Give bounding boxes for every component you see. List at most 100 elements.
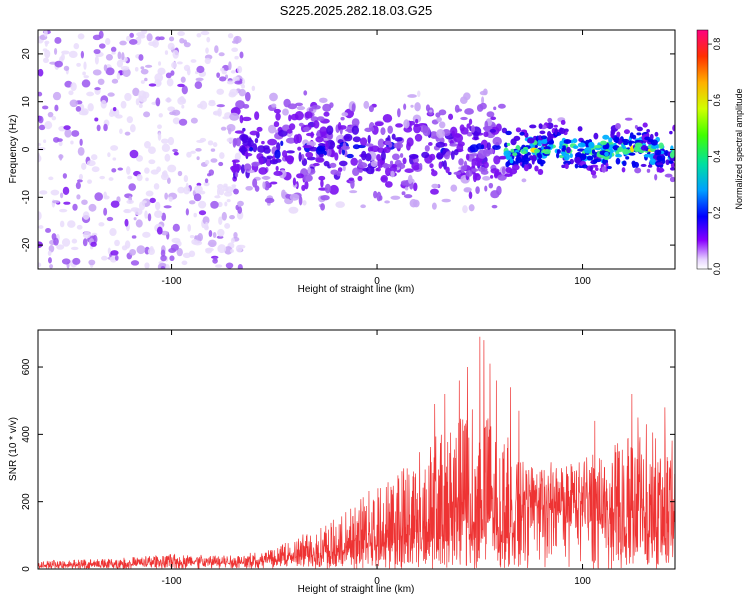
spectrogram-cell: [409, 198, 418, 208]
spectrogram-cell: [341, 112, 349, 117]
spectrogram-cell: [103, 191, 107, 199]
spectrogram-cell: [218, 161, 224, 167]
spectrogram-cell: [93, 49, 101, 55]
spectrogram-cell: [537, 142, 542, 147]
spectrogram-cell: [649, 158, 656, 165]
spectrogram-cell: [38, 241, 43, 248]
spectrogram-cell: [285, 137, 296, 144]
spectrogram-cell: [383, 146, 391, 154]
spectrogram-cell: [410, 104, 414, 108]
spectrogram-cell: [98, 222, 105, 227]
spectrogram-cell: [52, 91, 62, 101]
spectrogram-cell: [239, 115, 244, 124]
spectrogram-cell: [629, 132, 634, 139]
spectrogram-cell: [509, 158, 514, 164]
spectrogram-cell: [105, 37, 111, 45]
spectrogram-cell: [615, 157, 621, 165]
spectrogram-cell: [591, 149, 596, 155]
spectrogram-cell: [640, 144, 648, 151]
x-tick-label: 0: [374, 276, 380, 287]
spectrogram-cell: [49, 264, 54, 269]
spectrogram-cell: [469, 144, 479, 153]
spectrogram-cell: [510, 148, 515, 153]
spectrogram-cell: [436, 129, 445, 139]
spectrogram-cell: [384, 200, 390, 204]
spectrogram-cell: [160, 266, 166, 269]
spectrogram-cell: [493, 155, 501, 165]
spectrogram-cell: [462, 205, 468, 214]
spectrogram-cell: [414, 102, 421, 112]
spectrogram-cell: [179, 96, 185, 103]
spectrogram-cell: [82, 71, 86, 76]
spectrogram-cell: [210, 148, 216, 152]
spectrogram-cell: [230, 249, 234, 253]
spectrogram-cell: [561, 164, 566, 169]
spectrogram-cell: [431, 202, 437, 210]
spectrogram-cell: [61, 50, 70, 55]
colorbar-tick-label: 0.0: [712, 263, 722, 276]
spectrogram-cell: [242, 103, 250, 109]
spectrogram-cell: [148, 159, 156, 165]
spectrogram-cell: [91, 232, 98, 236]
spectrogram-cell: [288, 114, 292, 122]
spectrogram-cell: [114, 255, 119, 261]
spectrogram-cell: [230, 237, 235, 244]
spectrogram-cell: [207, 173, 212, 177]
snr-frame: [37, 329, 676, 570]
spectrogram-cell: [365, 143, 374, 147]
spectrogram-cell: [365, 153, 372, 162]
y-tick-label: 0: [21, 146, 32, 152]
spectrogram-cell: [454, 133, 461, 138]
spectrogram-cell: [548, 140, 554, 144]
spectrogram-cell: [303, 90, 308, 96]
spectrogram-cell: [166, 78, 174, 87]
spectrogram-cell: [48, 176, 54, 181]
spectrogram-cell: [558, 145, 563, 150]
spectrogram-cell: [561, 151, 566, 157]
spectrogram-cell: [94, 192, 104, 201]
spectrogram-cell: [135, 98, 140, 106]
spectrogram-cell: [588, 142, 594, 147]
spectrogram-heatmap: [38, 30, 675, 269]
spectrogram-cell: [403, 194, 413, 199]
spectrogram-cell: [219, 76, 227, 82]
spectrogram-cell: [208, 239, 217, 248]
spectrogram-cell: [395, 123, 403, 128]
spectrogram-cell: [200, 30, 210, 36]
spectrogram-cell: [527, 137, 535, 144]
spectrogram-cell: [144, 167, 150, 174]
spectrogram-cell: [172, 49, 179, 59]
spectrogram-cell: [186, 67, 191, 76]
spectrogram-cell: [119, 40, 127, 46]
spectrogram-cell: [288, 123, 296, 131]
spectrogram-cell: [334, 152, 339, 161]
spectrogram-cell: [631, 160, 636, 166]
spectrogram-cell: [633, 145, 640, 153]
spectrogram-x-ticks: -100 0 100: [162, 30, 591, 287]
spectrogram-cell: [533, 148, 541, 153]
spectrogram-cell: [307, 166, 311, 174]
spectrogram-cell: [138, 90, 147, 100]
spectrogram-cell: [384, 181, 393, 188]
colorbar-ticks: 0.0 0.2 0.4 0.6 0.8: [708, 38, 722, 275]
spectrogram-cell: [593, 144, 602, 149]
spectrogram-cell: [622, 160, 627, 167]
spectrogram-cell: [318, 153, 324, 158]
spectrogram-cell: [43, 139, 47, 144]
spectrogram-cell: [106, 216, 114, 222]
spectrogram-cell: [474, 173, 481, 181]
spectrogram-cell: [313, 120, 320, 129]
spectrogram-cell: [193, 212, 197, 218]
spectrogram-cell: [179, 37, 185, 44]
spectrogram-cell: [168, 36, 175, 42]
spectrogram-cell: [82, 211, 90, 220]
spectrogram-cell: [547, 117, 553, 123]
spectrogram-cell: [210, 200, 219, 209]
spectrogram-cell: [407, 94, 417, 98]
spectrogram-cell: [169, 111, 177, 116]
spectrogram-cell: [124, 208, 130, 213]
spectrogram-cell: [490, 190, 500, 199]
spectrogram-cell: [644, 136, 651, 141]
spectrogram-cell: [471, 168, 479, 172]
spectrogram-cell: [604, 151, 609, 157]
